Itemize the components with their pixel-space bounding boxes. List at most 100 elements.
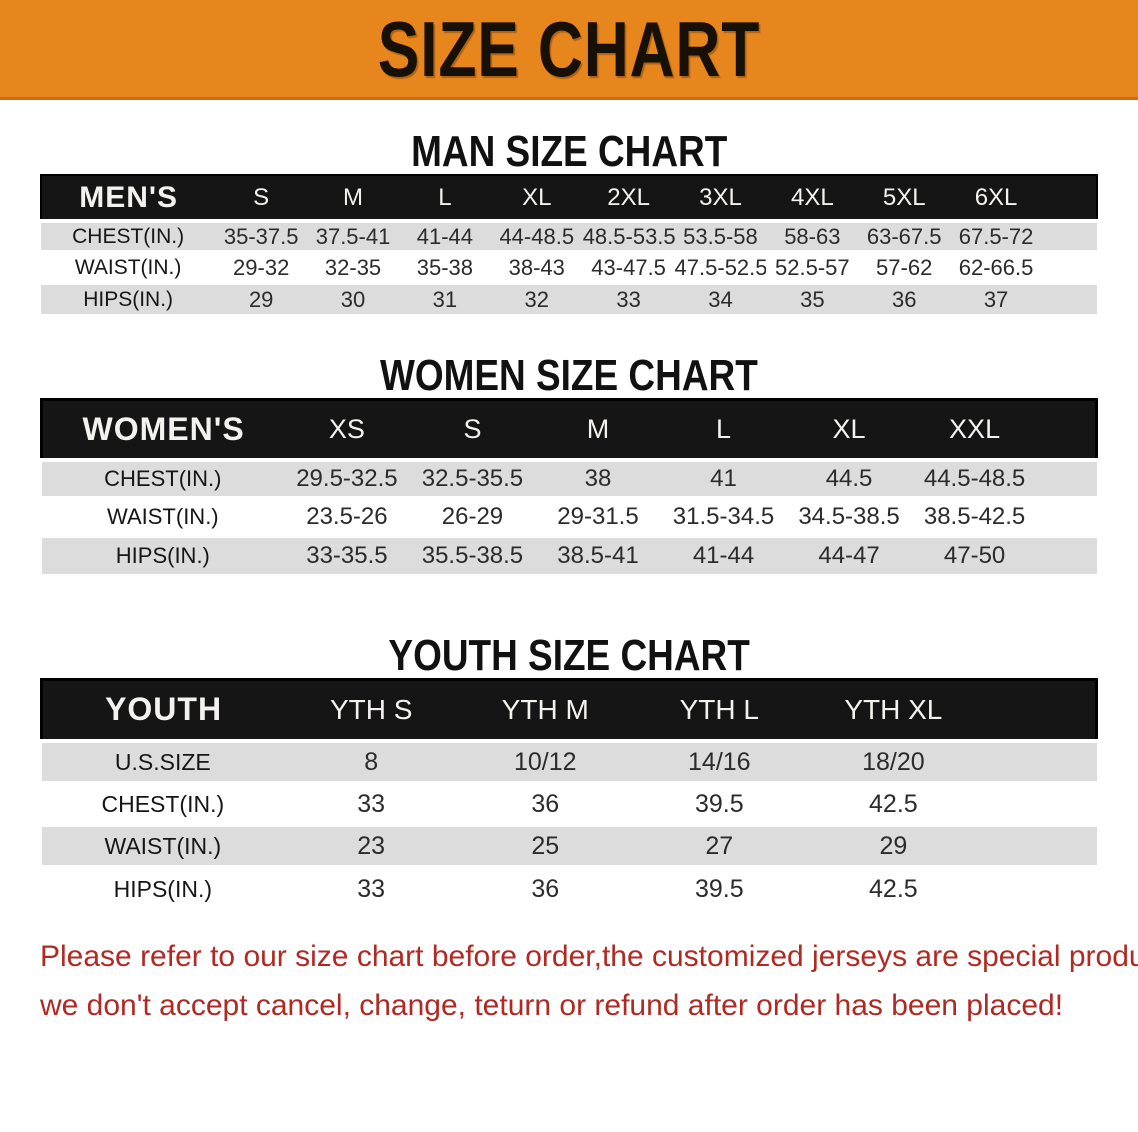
man-section-title: MAN SIZE CHART — [0, 130, 1138, 174]
cell: 32.5-35.5 — [421, 464, 524, 492]
table-row: WAIST(IN.) 29-32 32-35 35-38 38-43 43-47… — [41, 252, 1097, 283]
filler-cell — [980, 783, 1096, 825]
banner-title: SIZE CHART — [377, 4, 761, 93]
filler-cell — [1042, 175, 1097, 221]
cell: 41 — [710, 464, 737, 492]
cell: 47.5-52.5 — [674, 254, 767, 280]
filler-cell — [980, 741, 1096, 783]
cell: 33 — [616, 286, 641, 312]
cell: 32-35 — [324, 254, 382, 280]
womens-col-header: M — [586, 413, 610, 444]
youth-col-header: YTH L — [679, 693, 759, 725]
cell: 34.5-38.5 — [798, 502, 900, 530]
disclaimer-line-2: we don't accept cancel, change, teturn o… — [40, 988, 1064, 1022]
cell: 32 — [524, 286, 549, 312]
cell: 42.5 — [869, 789, 918, 818]
mens-header-row: MEN'S S M L XL 2XL 3XL 4XL 5XL 6XL — [41, 175, 1097, 221]
cell: 44-48.5 — [499, 223, 575, 249]
cell: 23.5-26 — [306, 502, 388, 530]
cell: 26-29 — [441, 502, 504, 530]
cell: 38-43 — [508, 254, 565, 280]
cell: 36 — [891, 286, 917, 312]
cell: 39.5 — [694, 874, 744, 903]
cell: 53.5-58 — [683, 223, 758, 249]
cell: 33 — [357, 789, 386, 818]
cell: 35 — [800, 286, 825, 312]
youth-col-header: YTH M — [501, 693, 589, 725]
youth-section-title-text: YOUTH SIZE CHART — [388, 630, 750, 680]
man-section-title-text: MAN SIZE CHART — [410, 127, 728, 176]
cell: 44.5 — [825, 464, 873, 492]
womens-col-header: XXL — [949, 413, 1001, 444]
cell: 37 — [983, 286, 1009, 312]
womens-size-table: WOMEN'S XS S M L XL XXL CHEST(IN.) 29.5-… — [40, 398, 1098, 574]
row-label: WAIST(IN.) — [74, 255, 182, 279]
mens-col-header: S — [253, 183, 270, 211]
filler-cell — [1037, 498, 1096, 536]
mens-size-table: MEN'S S M L XL 2XL 3XL 4XL 5XL 6XL CHEST… — [40, 174, 1098, 314]
disclaimer-text: Please refer to our size chart before or… — [40, 933, 1138, 1030]
cell: 23 — [357, 831, 386, 860]
cell: 58-63 — [784, 223, 841, 249]
mens-col-header: 5XL — [882, 183, 926, 211]
cell: 29-32 — [233, 254, 290, 280]
cell: 33 — [357, 874, 386, 903]
womens-col-header: L — [716, 413, 732, 444]
cell: 27 — [705, 831, 734, 860]
filler-cell — [980, 867, 1096, 909]
cell: 41-44 — [416, 223, 474, 249]
row-label: CHEST(IN.) — [72, 224, 185, 248]
womens-col-header: S — [463, 413, 482, 444]
cell: 14/16 — [688, 747, 751, 776]
mens-col-header: M — [343, 183, 364, 211]
cell: 52.5-57 — [775, 254, 850, 280]
table-row: CHEST(IN.) 35-37.5 37.5-41 41-44 44-48.5… — [41, 221, 1097, 252]
filler-cell — [1042, 221, 1097, 252]
table-row: CHEST(IN.) 29.5-32.5 32.5-35.5 38 41 44.… — [41, 459, 1097, 498]
mens-col-header: XL — [522, 183, 552, 211]
cell: 29 — [879, 831, 908, 860]
table-row: WAIST(IN.) 23.5-26 26-29 29-31.5 31.5-34… — [41, 497, 1097, 536]
filler-cell — [980, 825, 1096, 867]
women-section-title: WOMEN SIZE CHART — [0, 354, 1138, 398]
cell: 44.5-48.5 — [923, 464, 1026, 492]
row-label: HIPS(IN.) — [113, 875, 213, 902]
women-section-title-text: WOMEN SIZE CHART — [380, 351, 758, 400]
mens-col-header: 6XL — [974, 183, 1018, 211]
row-label: WAIST(IN.) — [107, 503, 219, 529]
cell: 36 — [531, 874, 560, 903]
disclaimer-line-1: Please refer to our size chart before or… — [40, 940, 1138, 973]
youth-col-header: YTH XL — [844, 693, 943, 725]
mens-col-header: 3XL — [699, 183, 742, 211]
womens-col-header: XL — [832, 413, 866, 444]
cell: 34 — [708, 286, 733, 312]
row-label: U.S.SIZE — [114, 748, 211, 775]
cell: 38 — [584, 464, 612, 492]
cell: 33-35.5 — [306, 541, 388, 569]
youth-col-header: YTH S — [329, 693, 413, 725]
cell: 42.5 — [869, 874, 918, 903]
size-chart-banner: SIZE CHART — [0, 0, 1138, 100]
cell: 31.5-34.5 — [672, 502, 775, 530]
cell: 10/12 — [513, 747, 577, 776]
filler-cell — [1037, 536, 1096, 574]
mens-col-header: 4XL — [790, 183, 834, 211]
cell: 47-50 — [943, 541, 1006, 569]
womens-col-header: XS — [328, 413, 365, 444]
womens-table-title: WOMEN'S — [82, 410, 245, 447]
filler-cell — [1037, 400, 1096, 460]
cell: 31 — [432, 286, 458, 312]
cell: 43-47.5 — [591, 254, 666, 280]
cell: 38.5-41 — [557, 541, 639, 569]
table-row: WAIST(IN.) 23 25 27 29 — [41, 825, 1097, 867]
mens-col-header: L — [438, 183, 452, 211]
cell: 35.5-38.5 — [421, 541, 524, 569]
youth-header-row: YOUTH YTH S YTH M YTH L YTH XL — [41, 679, 1097, 741]
cell: 63-67.5 — [866, 223, 942, 249]
filler-cell — [1037, 460, 1096, 498]
cell: 30 — [340, 286, 366, 312]
row-label: CHEST(IN.) — [101, 790, 225, 817]
cell: 29-31.5 — [557, 502, 639, 530]
cell: 48.5-53.5 — [582, 223, 675, 249]
cell: 37.5-41 — [315, 223, 391, 249]
